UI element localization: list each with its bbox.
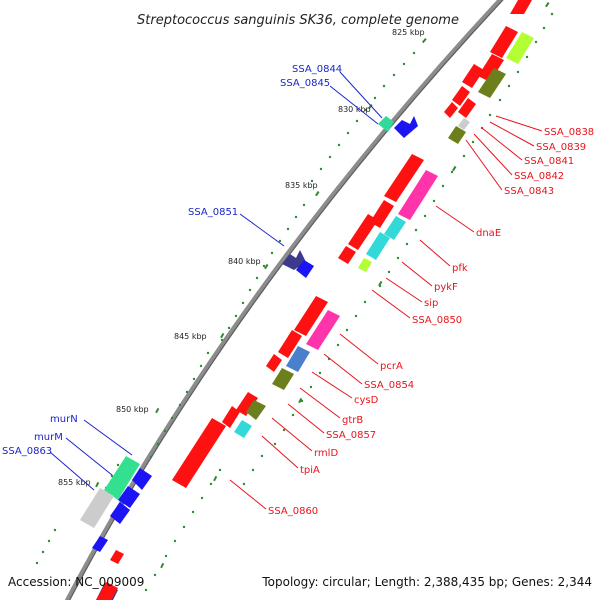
gene-ssa0850[interactable] xyxy=(358,258,372,272)
gene-ssa0838[interactable] xyxy=(452,86,470,106)
gene-top-1[interactable] xyxy=(510,0,532,14)
gene-pfk-cyan[interactable] xyxy=(384,216,406,240)
gene-pcrA-pink[interactable] xyxy=(306,310,340,350)
forward-strand-genes xyxy=(96,0,534,600)
gene-dnaE-pink[interactable] xyxy=(398,170,438,220)
scale-track xyxy=(35,38,427,565)
gene-ssa0851-b[interactable] xyxy=(296,260,314,278)
gene-pcrA[interactable] xyxy=(294,296,328,336)
gene-top-2[interactable] xyxy=(490,26,518,58)
kbp-label: 840 kbp xyxy=(228,257,261,266)
blue-labels: SSA_0844 SSA_0845 SSA_0851 murN murM SSA… xyxy=(2,64,342,457)
topology-summary: Topology: circular; Length: 2,388,435 bp… xyxy=(261,575,592,589)
gene-label[interactable]: SSA_0857 xyxy=(326,430,376,441)
gene-pykF-cyan[interactable] xyxy=(366,232,390,260)
blue-leaders xyxy=(49,71,383,491)
gene-ssa0854[interactable] xyxy=(278,330,302,358)
gene-label[interactable]: SSA_0854 xyxy=(364,380,414,391)
gene-label[interactable]: pykF xyxy=(434,282,458,293)
map-title: Streptococcus sanguinis SK36, complete g… xyxy=(137,13,459,28)
gene-ssa0843[interactable] xyxy=(448,126,466,144)
gene-label[interactable]: tpiA xyxy=(300,465,320,476)
gene-label[interactable]: SSA_0842 xyxy=(514,171,564,182)
gene-ssa0842[interactable] xyxy=(458,118,470,130)
gene-rmlD-olive[interactable] xyxy=(246,400,266,420)
gene-label[interactable]: murM xyxy=(34,432,63,443)
gene-gtrB[interactable] xyxy=(266,354,282,372)
gene-ssa0863-b[interactable] xyxy=(132,468,152,490)
inner-scale-track xyxy=(144,1,554,592)
gene-ssa0839[interactable] xyxy=(458,98,476,118)
gene-label[interactable]: dnaE xyxy=(476,228,501,239)
gene-murM[interactable] xyxy=(80,488,114,528)
gene-rmlD[interactable] xyxy=(236,392,258,416)
gene-bottom-2[interactable] xyxy=(96,582,118,600)
gene-dnaE[interactable] xyxy=(384,154,424,202)
kbp-label: 835 kbp xyxy=(285,181,318,190)
gene-label[interactable]: gtrB xyxy=(342,415,363,426)
gene-ssa0841[interactable] xyxy=(444,102,458,118)
gene-ssa0857[interactable] xyxy=(272,368,294,390)
kbp-label: 850 kbp xyxy=(116,405,149,414)
gene-top-6[interactable] xyxy=(462,64,484,88)
gene-label[interactable]: SSA_0838 xyxy=(544,127,594,138)
gene-label[interactable]: cysD xyxy=(354,395,379,406)
reverse-strand-genes xyxy=(80,116,418,600)
gene-tpiA-cyan[interactable] xyxy=(234,420,252,438)
gene-label[interactable]: SSA_0843 xyxy=(504,186,554,197)
gene-top-4[interactable] xyxy=(478,54,504,82)
gene-sip[interactable] xyxy=(338,246,356,264)
red-leaders xyxy=(229,115,543,510)
gene-top-5[interactable] xyxy=(478,68,506,98)
kbp-label: 855 kbp xyxy=(58,478,91,487)
gene-ssa0860[interactable] xyxy=(172,418,226,488)
gene-ssa0845[interactable] xyxy=(394,116,418,138)
gene-bottom-1[interactable] xyxy=(110,550,124,564)
gene-label[interactable]: pfk xyxy=(452,263,468,274)
kbp-label: 830 kbp xyxy=(338,105,371,114)
gene-label[interactable]: sip xyxy=(424,298,438,309)
gene-label[interactable]: rmlD xyxy=(314,448,338,459)
gene-cysD[interactable] xyxy=(286,346,310,372)
kbp-label: 825 kbp xyxy=(392,28,425,37)
gene-pykF[interactable] xyxy=(348,214,378,250)
gene-label[interactable]: pcrA xyxy=(380,361,403,372)
gene-tpiA[interactable] xyxy=(222,406,240,428)
gene-top-3[interactable] xyxy=(506,32,534,64)
gene-label[interactable]: SSA_0850 xyxy=(412,315,462,326)
gene-reverse-bottom[interactable] xyxy=(92,536,108,552)
kbp-label: 845 kbp xyxy=(174,332,207,341)
gene-label[interactable]: murN xyxy=(50,414,78,425)
gene-label[interactable]: SSA_0844 xyxy=(292,64,342,75)
kbp-labels: 825 kbp 830 kbp 835 kbp 840 kbp 845 kbp … xyxy=(58,28,425,487)
accession-text: Accession: NC_009009 xyxy=(8,575,144,589)
gene-ssa0844[interactable] xyxy=(378,116,394,132)
gene-label[interactable]: SSA_0860 xyxy=(268,506,318,517)
gene-label[interactable]: SSA_0863 xyxy=(2,446,52,457)
red-labels: SSA_0838 SSA_0839 SSA_0841 SSA_0842 SSA_… xyxy=(268,127,594,517)
gene-label[interactable]: SSA_0839 xyxy=(536,142,586,153)
gene-murN[interactable] xyxy=(104,456,140,500)
gene-ssa0863-a[interactable] xyxy=(118,486,140,508)
gene-ssa0863-c[interactable] xyxy=(110,502,130,524)
gene-label[interactable]: SSA_0851 xyxy=(188,207,238,218)
gene-label[interactable]: SSA_0845 xyxy=(280,78,330,89)
gene-label[interactable]: SSA_0841 xyxy=(524,156,574,167)
